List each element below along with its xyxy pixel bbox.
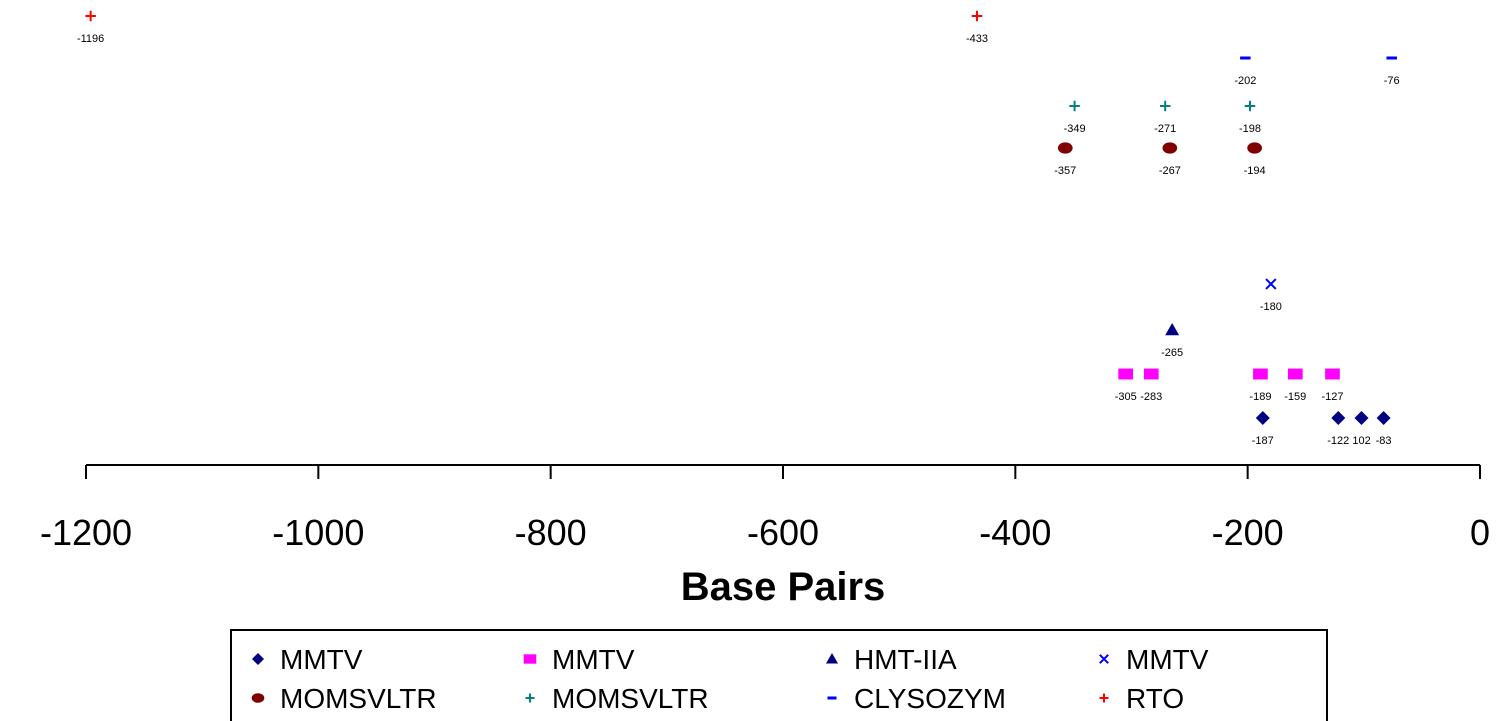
data-point [1386,56,1397,60]
series-8: -1196 -433 [77,10,988,45]
x-tick-label: -800 [515,512,587,553]
legend-label: MMTV [552,644,635,675]
legend-marker [1099,693,1109,703]
x-axis: -1200 -1000 -800 -600 -400 -200 0 [40,464,1490,553]
data-point [1118,368,1134,380]
legend-marker [826,653,838,664]
data-label: -305 [1115,391,1137,403]
series-5: -357 -267 -194 [1054,142,1266,177]
series-7: -202 -76 [1234,56,1400,87]
data-label: -187 [1252,435,1274,447]
legend-item: RTO [1099,683,1184,714]
x-tick-label: -200 [1212,512,1284,553]
legend-item: HMT-IIA [826,644,957,675]
data-label: -122 [1327,435,1349,447]
series-2: -305 -283 -189 -159 -127 [1115,368,1343,403]
data-label: -357 [1054,165,1076,177]
data-point [85,10,96,22]
data-point [1376,411,1391,425]
plot-area: -187 -122 102 -83 -305 -283 -189 -159 -127 -265 -1… [77,10,1400,447]
legend-marker [1099,654,1109,664]
data-label: -349 [1064,123,1086,135]
data-point [1069,100,1080,112]
data-label: -180 [1260,301,1282,313]
data-label: -265 [1161,347,1183,359]
legend-marker [827,696,837,700]
data-label: -189 [1249,391,1271,403]
legend-label: MMTV [280,644,363,675]
legend-label: MOMSVLTR [552,683,709,714]
legend-label: MOMSVLTR [280,683,437,714]
legend-marker [525,693,535,703]
legend-label: RTO [1126,683,1184,714]
data-point [1057,142,1073,154]
data-point [1287,368,1303,380]
x-tick-label: -1200 [40,512,132,553]
legend-marker [252,653,264,665]
legend-item: MOMSVLTR [251,683,437,714]
data-label: -159 [1284,391,1306,403]
data-point [1162,142,1178,154]
series-1: -187 -122 102 -83 [1252,411,1392,447]
legend-item: MMTV [1099,644,1209,675]
data-label: -127 [1321,391,1343,403]
data-point [1354,411,1369,425]
data-point [1165,323,1180,336]
data-point [1244,100,1256,112]
data-point [1247,142,1262,154]
data-label: 102 [1352,435,1370,447]
data-label: -198 [1239,123,1261,135]
data-point [1255,411,1270,425]
data-label: -267 [1159,165,1181,177]
x-tick-label: -1000 [272,512,364,553]
legend-item: MOMSVLTR [525,683,709,714]
data-label: -202 [1234,75,1256,87]
data-point [1325,368,1340,380]
legend-item: CLYSOZYM [827,683,1006,714]
data-point [971,10,983,22]
data-point [1143,368,1159,380]
data-point [1253,368,1268,380]
legend-item: MMTV [523,644,635,675]
data-label: -283 [1140,391,1162,403]
legend-marker [251,693,265,703]
legend-label: CLYSOZYM [854,683,1006,714]
data-label: -194 [1244,165,1266,177]
x-axis-title: Base Pairs [681,565,886,609]
data-point [1159,100,1171,112]
data-label: -1196 [77,33,104,45]
data-label: -76 [1384,75,1400,87]
legend: MMTV MMTV HMT-IIA MMTV MOMSVLTR MOMSVLTR CLYSO… [230,629,1328,721]
legend-label: HMT-IIA [854,644,957,675]
series-3: -265 [1161,323,1183,359]
series-6: -349 -271 -198 [1064,100,1261,135]
legend-item: MMTV [252,644,363,675]
x-tick-label: -400 [979,512,1051,553]
data-label: -271 [1154,123,1176,135]
legend-box [230,629,1328,721]
data-point [1331,411,1346,425]
data-label: -433 [966,33,988,45]
legend-marker [523,654,537,664]
series-4: -180 [1260,278,1282,313]
data-label: -83 [1376,435,1392,447]
data-point [1240,56,1251,60]
x-tick-label: 0 [1470,512,1490,553]
legend-label: MMTV [1126,644,1209,675]
x-tick-label: -600 [747,512,819,553]
data-point [1265,278,1277,290]
